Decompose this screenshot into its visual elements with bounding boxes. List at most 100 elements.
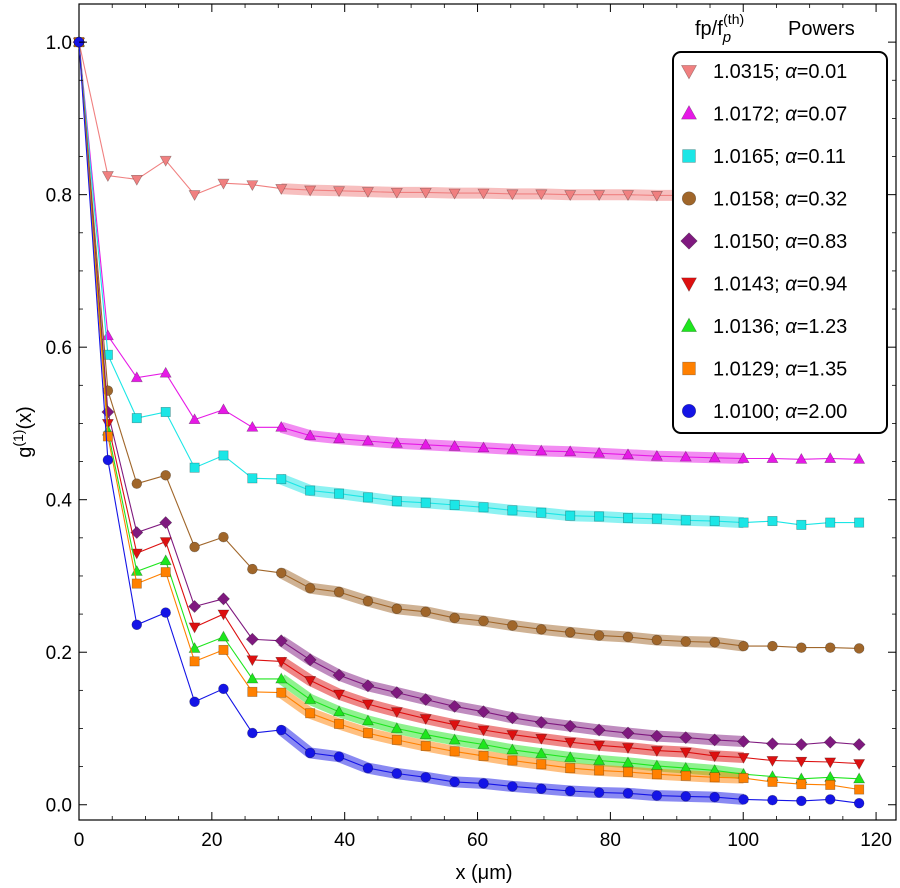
data-point — [390, 722, 403, 733]
legend-label-4: 1.0150; α=0.83 — [713, 231, 847, 253]
data-point — [276, 724, 287, 736]
data-point — [160, 470, 171, 481]
data-point — [131, 413, 142, 424]
data-point — [304, 676, 317, 687]
legend-label-3: 1.0158; α=0.32 — [713, 189, 847, 211]
series-line-2 — [78, 42, 860, 526]
data-point — [419, 438, 432, 450]
data-point — [680, 515, 691, 526]
series-line-3 — [78, 42, 860, 649]
legend-ratio: 1.0315; — [713, 61, 785, 83]
data-point — [218, 531, 229, 543]
y-tick-label: 0.0 — [46, 796, 72, 817]
data-point — [390, 436, 403, 448]
legend-marker-4 — [680, 232, 698, 250]
data-point — [478, 778, 489, 789]
data-point — [506, 442, 519, 454]
data-point — [563, 719, 577, 733]
data-point — [420, 741, 431, 752]
data-point — [767, 640, 778, 652]
data-point — [738, 640, 749, 652]
data-point — [766, 756, 779, 767]
data-point — [449, 776, 460, 788]
data-point — [534, 715, 548, 729]
data-point — [679, 747, 692, 759]
data-point — [621, 743, 634, 754]
legend-alpha-symbol: α — [785, 104, 797, 126]
legend-ratio: 1.0129; — [713, 359, 785, 381]
series-7 — [74, 37, 865, 795]
data-point — [276, 567, 287, 579]
data-point — [623, 513, 633, 523]
data-point — [650, 729, 664, 743]
data-point — [507, 781, 518, 792]
fit-band-1 — [279, 422, 744, 464]
data-point — [334, 718, 345, 729]
data-point — [564, 627, 576, 638]
data-point — [131, 478, 143, 489]
data-point — [217, 403, 230, 415]
series-6 — [72, 35, 866, 784]
legend-label-6: 1.0136; α=1.23 — [713, 316, 847, 338]
data-point — [188, 599, 202, 613]
data-point — [853, 772, 866, 784]
data-point — [852, 738, 866, 751]
data-point — [854, 784, 865, 795]
data-point — [621, 756, 634, 768]
legend-marker-0 — [680, 65, 698, 80]
data-point — [391, 734, 402, 745]
data-point — [102, 431, 113, 442]
legend-alpha-symbol: α — [785, 61, 797, 83]
legend-marker-3 — [681, 191, 697, 206]
data-point — [535, 733, 548, 745]
series-4 — [72, 35, 866, 751]
data-point — [621, 190, 634, 202]
data-point — [361, 679, 375, 693]
data-point — [159, 516, 173, 530]
data-point — [853, 797, 865, 809]
data-point — [334, 488, 345, 499]
data-point — [391, 768, 403, 779]
data-point — [275, 420, 288, 432]
data-point — [419, 714, 432, 725]
data-point — [419, 187, 432, 199]
legend-marker-6 — [680, 317, 698, 332]
legend-marker-5 — [680, 277, 698, 292]
data-point — [189, 696, 200, 708]
data-point — [304, 582, 316, 594]
data-point — [565, 763, 576, 774]
data-point — [767, 776, 778, 787]
x-tick-label: 120 — [860, 830, 892, 851]
data-point — [651, 790, 663, 801]
legend-alpha-value: =0.11 — [797, 146, 846, 168]
data-point — [478, 615, 489, 627]
data-point — [708, 733, 722, 747]
legend-alpha-symbol: α — [785, 401, 797, 423]
data-point — [305, 708, 316, 719]
legend-ratio: 1.0158; — [713, 189, 785, 211]
legend-label-7: 1.0129; α=1.35 — [713, 359, 847, 381]
data-point — [507, 755, 518, 766]
data-point — [824, 770, 837, 782]
data-point — [101, 171, 114, 182]
data-point — [623, 766, 633, 777]
data-point — [854, 517, 865, 528]
data-point — [188, 622, 201, 634]
data-point — [304, 747, 316, 759]
data-point — [478, 750, 489, 761]
plot-border — [78, 3, 897, 821]
data-point — [679, 450, 692, 462]
data-point — [824, 757, 837, 769]
data-point — [795, 452, 808, 464]
y-axis-label-sup: (1) — [10, 430, 26, 447]
data-point — [218, 450, 229, 461]
legend-header-ratio: fp/f — [695, 18, 723, 40]
data-point — [621, 726, 635, 740]
legend-ratio: 1.0100; — [713, 401, 785, 423]
data-point — [536, 507, 547, 518]
data-point — [737, 753, 750, 764]
data-point — [332, 668, 346, 682]
data-point — [825, 517, 836, 528]
data-point — [650, 190, 663, 202]
series-1 — [72, 35, 866, 464]
